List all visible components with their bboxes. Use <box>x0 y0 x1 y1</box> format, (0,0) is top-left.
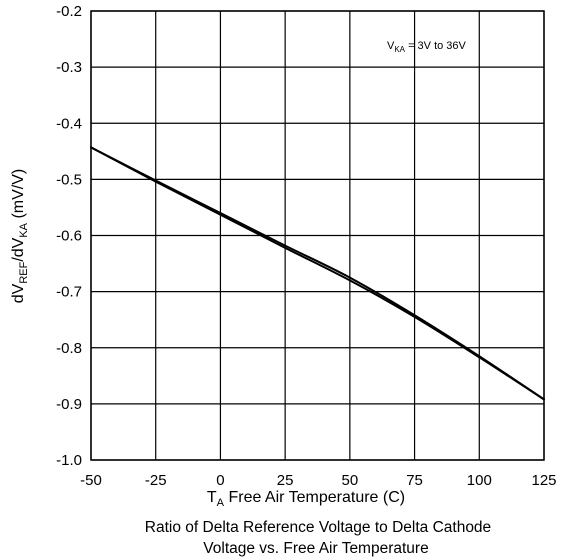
y-tick-label: -0.8 <box>56 340 82 357</box>
annotation: VKA = 3V to 36V <box>387 40 467 54</box>
series-line-1 <box>90 146 545 401</box>
series-line-0 <box>90 146 545 401</box>
caption-line-1: Ratio of Delta Reference Voltage to Delt… <box>145 519 491 536</box>
x-axis-ticks: -50 -25 0 25 50 75 100 125 <box>80 472 556 489</box>
x-tick-label: 100 <box>467 472 492 489</box>
y-tick-label: -0.6 <box>56 228 82 245</box>
x-tick-label: 0 <box>216 472 224 489</box>
plot-frame <box>90 10 545 461</box>
x-tick-label: -25 <box>145 472 167 489</box>
x-axis-title: TA Free Air Temperature (C) <box>207 489 405 509</box>
caption-line-2: Voltage vs. Free Air Temperature <box>203 540 428 557</box>
y-tick-label: -0.5 <box>56 171 82 188</box>
x-tick-label: 25 <box>277 472 294 489</box>
y-axis-ticks: -1.0 -0.9 -0.8 -0.7 -0.6 -0.5 -0.4 -0.3 -0.2 <box>56 3 82 469</box>
grid <box>90 10 545 461</box>
y-tick-label: -0.9 <box>56 396 82 413</box>
series-layer <box>90 146 545 401</box>
x-tick-label: 75 <box>406 472 423 489</box>
y-tick-label: -1.0 <box>56 452 82 469</box>
y-tick-label: -0.2 <box>56 3 82 20</box>
y-tick-label: -0.4 <box>56 115 82 132</box>
x-tick-label: 125 <box>531 472 556 489</box>
y-tick-label: -0.3 <box>56 59 82 76</box>
x-tick-label: 50 <box>342 472 359 489</box>
y-tick-label: -0.7 <box>56 284 82 301</box>
x-tick-label: -50 <box>80 472 102 489</box>
y-axis-title: dVREF/dVKA (mV/V) <box>10 169 30 304</box>
